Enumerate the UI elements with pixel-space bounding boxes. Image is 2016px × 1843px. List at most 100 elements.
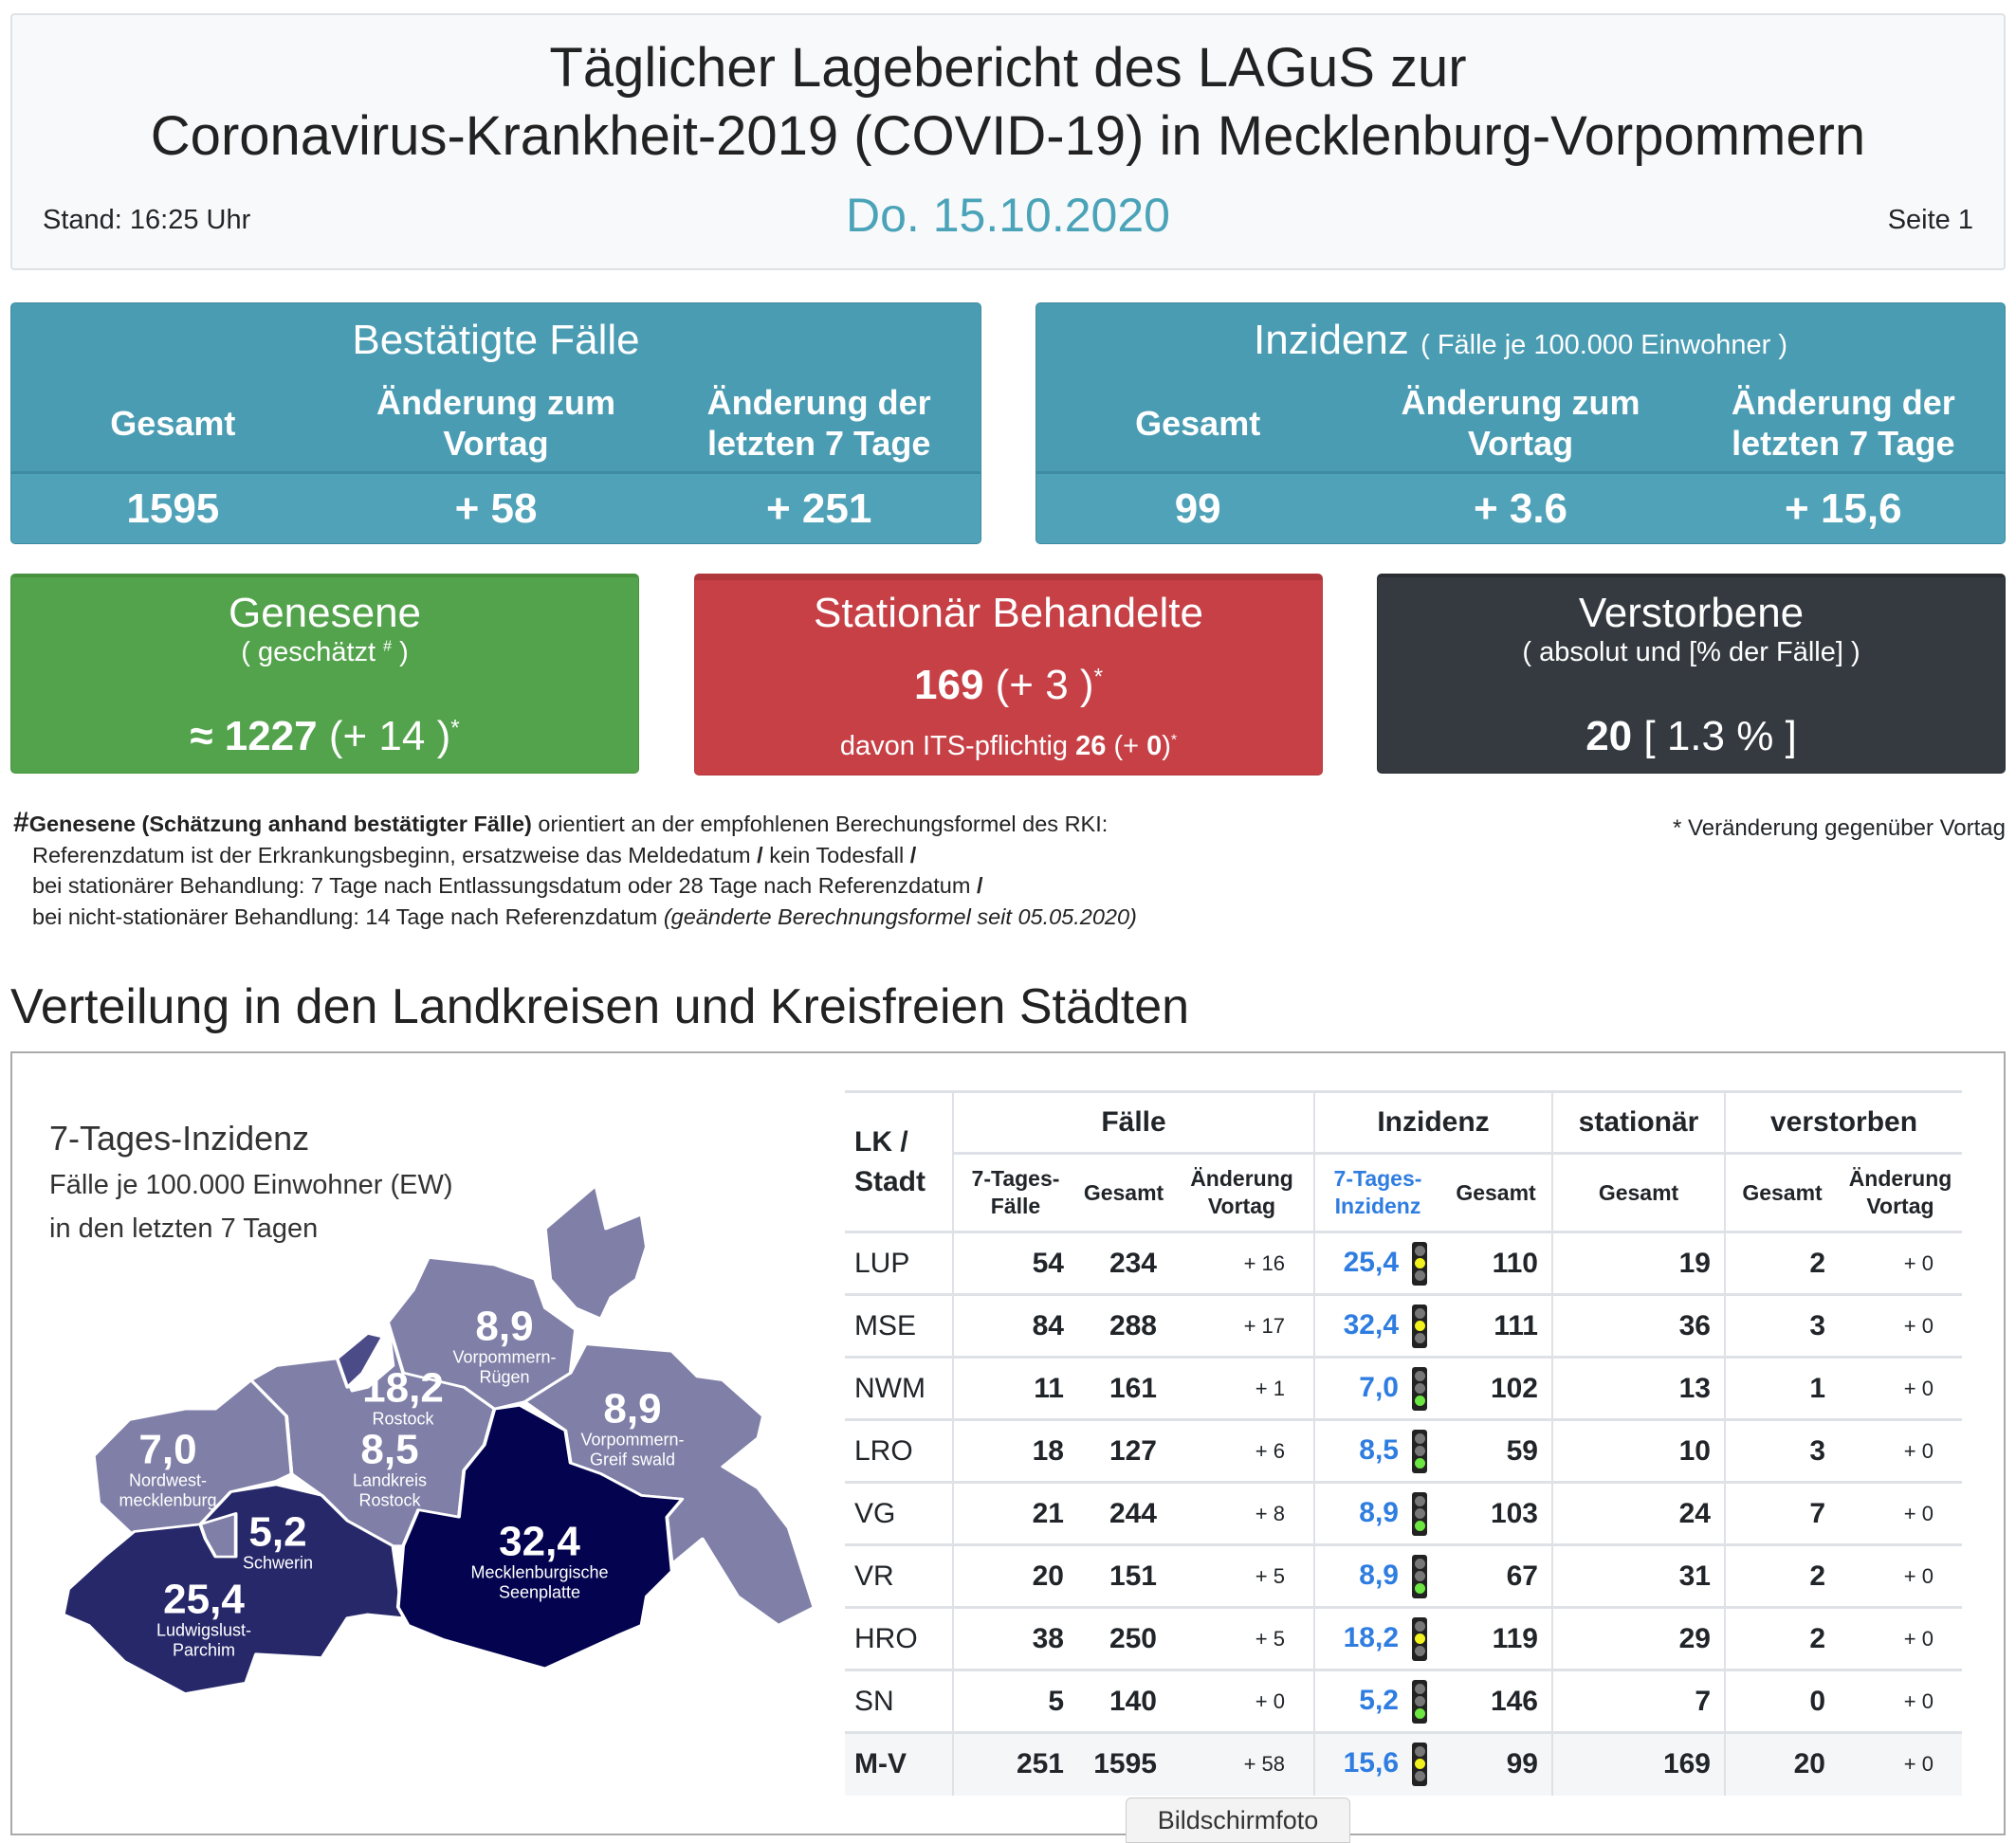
map-label-sn: 5,2 Schwerin (242, 1508, 314, 1573)
cases-change: + 58 (1170, 1731, 1314, 1796)
report-title-line2: Coronavirus-Krankheit-2019 (COVID-19) in… (150, 105, 1866, 167)
map-region-mse (395, 1404, 685, 1670)
col-deaths-total: Gesamt (1724, 1152, 1839, 1232)
traffic-light-icon (1412, 1366, 1427, 1411)
incidence-7d: 18,2 (1313, 1606, 1440, 1670)
district-name: NWM (845, 1356, 953, 1420)
incidence-7d: 8,9 (1313, 1481, 1440, 1545)
deaths-change: + 0 (1839, 1731, 1962, 1796)
cases-total: 288 (1077, 1293, 1170, 1358)
hospital-total: 10 (1551, 1418, 1725, 1483)
map-label-hro: 18,2 Rostock (362, 1364, 444, 1429)
district-name: MSE (845, 1293, 953, 1358)
map-region-ruegen (543, 1184, 649, 1321)
recovered-card: Genesene ( geschätzt # ) ≈ 1227 (+ 14 )* (10, 574, 639, 774)
cases-7d: 84 (952, 1293, 1077, 1358)
section-title: Verteilung in den Landkreisen und Kreisf… (10, 979, 1190, 1034)
deaths-change: + 0 (1839, 1669, 1962, 1733)
confirmed-total: 1595 (126, 485, 220, 532)
cases-change: + 5 (1170, 1606, 1314, 1670)
incidence-total: 59 (1440, 1418, 1552, 1483)
table-row: VR 20 151 + 5 8,9 67 31 2 + 0 (845, 1543, 1962, 1608)
cases-7d: 251 (952, 1731, 1077, 1796)
traffic-light-icon (1412, 1241, 1427, 1286)
deaths-change: + 0 (1839, 1543, 1962, 1608)
col-hospital-total: Gesamt (1551, 1152, 1725, 1232)
change-footnote: * Veränderung gegenüber Vortag (1673, 815, 2006, 841)
deaths-change: + 0 (1839, 1293, 1962, 1358)
cases-total: 234 (1077, 1231, 1170, 1295)
cases-7d: 38 (952, 1606, 1077, 1670)
col-cases-change: Änderung Vortag (1170, 1152, 1314, 1232)
table-row: LUP 54 234 + 16 25,4 110 19 2 + 0 (845, 1231, 1962, 1295)
deaths-total: 7 (1724, 1481, 1839, 1545)
district-name: VR (845, 1543, 953, 1608)
hospital-total: 19 (1551, 1231, 1725, 1295)
district-table: LK / Stadt Fälle Inzidenz stationär vers… (845, 1090, 1962, 1796)
incidence-7d: 8,5 (1313, 1418, 1440, 1483)
hospital-total: 7 (1551, 1669, 1725, 1733)
col-total-label: Gesamt (110, 403, 236, 443)
hospital-total: 24 (1551, 1481, 1725, 1545)
map-label-vg: 8,9 Vorpommern- Greif swald (580, 1385, 685, 1469)
col-change-day-label: Änderung zum Vortag (376, 383, 615, 463)
deaths-total: 20 (1724, 1731, 1839, 1796)
incidence-map (61, 1184, 816, 1695)
traffic-light-icon (1412, 1429, 1427, 1473)
cases-change: + 6 (1170, 1418, 1314, 1483)
cases-7d: 21 (952, 1481, 1077, 1545)
map-subtitle: Fälle je 100.000 Einwohner (EW) (49, 1170, 453, 1200)
cases-7d: 18 (952, 1418, 1077, 1483)
map-title: 7-Tages-Inzidenz (49, 1119, 310, 1158)
deaths-change: + 0 (1839, 1606, 1962, 1670)
deaths-total: 0 (1724, 1669, 1839, 1733)
incidence-7d: 15,6 (1313, 1731, 1440, 1796)
traffic-light-icon (1412, 1616, 1427, 1661)
incidence-total: 67 (1440, 1543, 1552, 1608)
screenshot-button[interactable]: Bildschirmfoto (1126, 1797, 1350, 1843)
hospital-total: 36 (1551, 1293, 1725, 1358)
icu-value: davon ITS-pflichtig 26 (+ 0)* (839, 731, 1178, 761)
col-cases-7d: 7-Tages- Fälle (952, 1152, 1077, 1232)
card-title: Genesene (228, 590, 422, 636)
confirmed-change-week: + 251 (766, 485, 872, 532)
cases-7d: 11 (952, 1356, 1077, 1420)
col-deaths-change: Änderung Vortag (1839, 1152, 1962, 1232)
map-label-vr: 8,9 Vorpommern- Rügen (452, 1303, 557, 1386)
map-label-lup: 25,4 Ludwigslust- Parchim (156, 1576, 252, 1659)
recovered-footnote: #Genesene (Schätzung anhand bestätigter … (13, 807, 1137, 929)
deaths-card: Verstorbene ( absolut und [% der Fälle] … (1377, 574, 2006, 774)
col-district: LK / Stadt (845, 1090, 953, 1232)
deaths-total: 2 (1724, 1231, 1839, 1295)
deaths-change: + 0 (1839, 1231, 1962, 1295)
district-name: HRO (845, 1606, 953, 1670)
card-title: Stationär Behandelte (814, 590, 1203, 636)
page-number: Seite 1 (1887, 205, 1973, 235)
table-row: HRO 38 250 + 5 18,2 119 29 2 + 0 (845, 1606, 1962, 1670)
group-hospital: stationär (1551, 1090, 1725, 1154)
table-row: NWM 11 161 + 1 7,0 102 13 1 + 0 (845, 1356, 1962, 1420)
incidence-subtitle: ( Fälle je 100.000 Einwohner ) (1420, 330, 1787, 360)
hospitalized-value: 169 (+ 3 )* (914, 662, 1103, 708)
deaths-change: + 0 (1839, 1418, 1962, 1483)
table-row: LRO 18 127 + 6 8,5 59 10 3 + 0 (845, 1418, 1962, 1483)
incidence-change-week: + 15,6 (1785, 485, 1902, 532)
deaths-total: 1 (1724, 1356, 1839, 1420)
cases-7d: 5 (952, 1669, 1077, 1733)
map-region-lup (61, 1483, 405, 1695)
hospitalized-card: Stationär Behandelte 169 (+ 3 )* davon I… (694, 574, 1323, 776)
incidence-total: 111 (1440, 1293, 1552, 1358)
district-panel (10, 1051, 2006, 1835)
traffic-light-icon (1412, 1679, 1427, 1724)
deaths-value: 20 [ 1.3 % ] (1585, 713, 1797, 759)
district-name: SN (845, 1669, 953, 1733)
map-label-mse: 32,4 Mecklenburgische Seenplatte (470, 1518, 609, 1601)
incidence-total: 119 (1440, 1606, 1552, 1670)
cases-change: + 8 (1170, 1481, 1314, 1545)
deaths-change: + 0 (1839, 1356, 1962, 1420)
deaths-subtitle: ( absolut und [% der Fälle] ) (1522, 637, 1860, 667)
cases-total: 140 (1077, 1669, 1170, 1733)
confirmed-change-day: + 58 (454, 485, 538, 532)
card-title: Inzidenz ( Fälle je 100.000 Einwohner ) (1036, 317, 2005, 364)
cases-total: 244 (1077, 1481, 1170, 1545)
